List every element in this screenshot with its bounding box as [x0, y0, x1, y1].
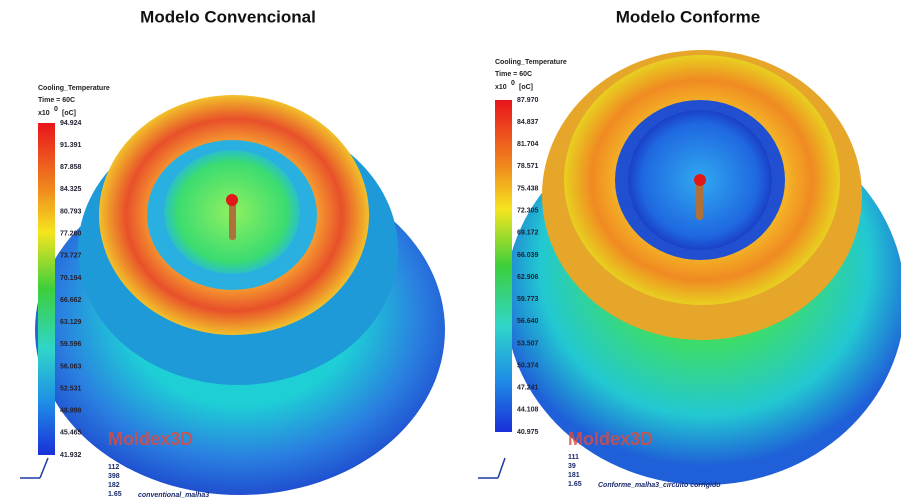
footer-value: 398 — [108, 473, 120, 480]
legend-level: 94.924 — [60, 120, 82, 127]
footer-note: conventional_malha3 — [138, 492, 209, 499]
legend-level: 75.438 — [517, 185, 539, 192]
legend-level: 66.039 — [517, 252, 539, 259]
legend-level: 80.793 — [60, 208, 82, 215]
legend-scale: x10 — [38, 110, 50, 117]
legend-level: 56.063 — [60, 363, 82, 370]
legend-level: 47.241 — [517, 385, 539, 392]
legend-level: 50.374 — [517, 362, 539, 369]
legend-level: 41.932 — [60, 452, 82, 459]
legend-level: 62.906 — [517, 274, 539, 281]
legend-exponent: 0 — [54, 106, 58, 113]
legend-level: 59.596 — [60, 341, 82, 348]
legend-level: 87.970 — [517, 97, 539, 104]
legend-level: 63.129 — [60, 319, 82, 326]
logo: Moldex3D — [108, 429, 193, 449]
legend-level: 69.172 — [517, 230, 539, 237]
legend-level: 84.837 — [517, 119, 539, 126]
legend-unit: [oC] — [519, 84, 533, 91]
screenshot: Modelo Convencional Cooling_Temperature Ti… — [0, 0, 901, 499]
render-left — [35, 95, 445, 495]
footer-value: 1.65 — [108, 491, 122, 498]
legend-level: 45.465 — [60, 430, 82, 437]
legend-unit: [oC] — [62, 110, 76, 117]
footer-value: 1.65 — [568, 481, 582, 488]
footer-note: Conforme_malha3_circuito corrigido — [598, 482, 721, 489]
legend-level: 91.391 — [60, 142, 82, 149]
footer-value: 39 — [568, 463, 576, 470]
legend-level: 84.325 — [60, 186, 82, 193]
legend-level: 73.727 — [60, 253, 82, 260]
legend-level: 44.108 — [517, 407, 539, 414]
legend-exponent: 0 — [511, 80, 515, 87]
legend-level: 77.260 — [60, 231, 82, 238]
legend-level: 78.571 — [517, 163, 539, 170]
legend-level: 66.662 — [60, 297, 82, 304]
footer-value: 111 — [568, 454, 579, 461]
legend-time: Time = 60C — [495, 71, 532, 78]
panel-title: Modelo Conforme — [616, 7, 761, 26]
footer-value: 181 — [568, 472, 580, 479]
legend-level: 72.305 — [517, 208, 539, 215]
color-bar — [495, 100, 512, 432]
legend-level: 40.975 — [517, 429, 539, 436]
legend-level: 87.858 — [60, 164, 82, 171]
legend-title: Cooling_Temperature — [38, 85, 110, 92]
legend-level: 81.704 — [517, 141, 539, 148]
legend-level: 48.998 — [60, 408, 82, 415]
legend-level: 52.531 — [60, 385, 82, 392]
panel-title: Modelo Convencional — [140, 7, 316, 26]
legend-level: 70.194 — [60, 275, 82, 282]
render-right — [505, 50, 901, 485]
footer-value: 112 — [108, 464, 119, 471]
legend-level: 59.773 — [517, 296, 539, 303]
logo: Moldex3D — [568, 429, 653, 449]
legend-time: Time = 60C — [38, 97, 75, 104]
color-bar — [38, 123, 55, 455]
legend-level: 53.507 — [517, 340, 539, 347]
legend-scale: x10 — [495, 84, 507, 91]
legend-level: 56.640 — [517, 318, 539, 325]
legend-title: Cooling_Temperature — [495, 59, 567, 66]
footer-value: 182 — [108, 482, 120, 489]
